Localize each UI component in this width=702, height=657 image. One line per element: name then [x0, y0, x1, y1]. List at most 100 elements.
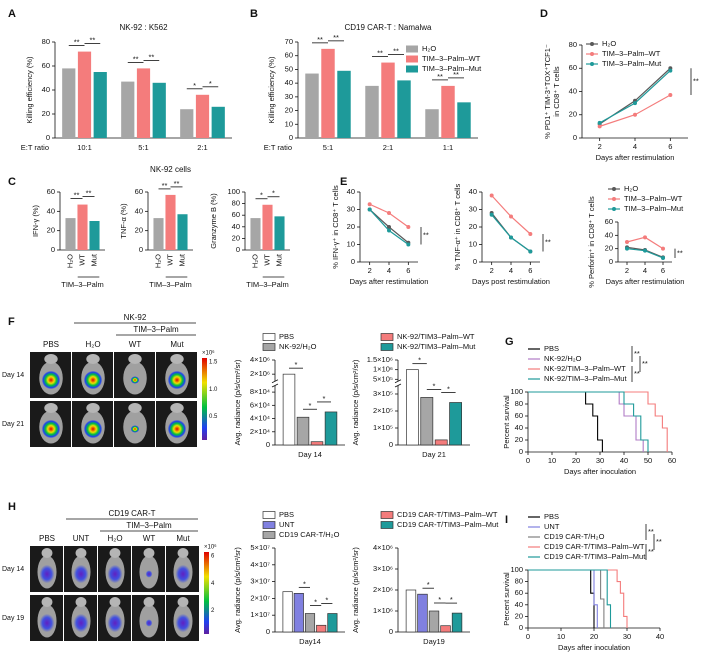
point	[387, 225, 391, 229]
significance-label: **	[377, 49, 383, 58]
column-label: Mut	[176, 534, 190, 543]
x-tick-label: 5:1	[323, 143, 333, 152]
y-tick-label: 40	[135, 206, 143, 215]
signal	[175, 564, 191, 584]
x-tick-label: 2	[598, 142, 602, 151]
mouse-head	[44, 403, 58, 413]
y-tick-label: 80	[42, 37, 50, 46]
significance-label: *	[438, 595, 441, 604]
y-tick-label: 1×10⁶	[373, 606, 393, 615]
y-tick-label: 2×10⁴	[250, 427, 270, 436]
legend-swatch	[406, 55, 418, 63]
colorbar-tick-label: 0.5	[209, 414, 218, 420]
line	[491, 212, 531, 252]
legend-swatch	[262, 521, 276, 529]
survival-curve	[528, 569, 628, 628]
point	[367, 207, 372, 212]
point	[367, 202, 372, 207]
axis-break	[394, 383, 402, 388]
bar	[406, 369, 419, 446]
signal	[107, 564, 123, 584]
x-tick-label: 10	[548, 456, 556, 465]
point	[625, 246, 629, 251]
y-tick-label: 2×10⁶	[250, 369, 270, 378]
bar	[89, 221, 100, 250]
bar	[77, 204, 88, 250]
bar	[457, 102, 471, 138]
legend-label: UNT	[279, 520, 295, 529]
mouse-head	[109, 597, 121, 607]
chart-title: NK-92 : K562	[119, 23, 168, 32]
mouse-head	[109, 548, 121, 558]
bar	[93, 72, 107, 138]
legend-label: NK-92/H₂O	[544, 354, 582, 363]
y-tick-label: 60	[135, 187, 143, 196]
x-tick-label: 2	[368, 266, 372, 275]
y-tick-label: 8×10⁴	[250, 387, 270, 396]
y-axis-label: Avg. radiance (p/s/cm²/sr)	[233, 547, 242, 633]
significance-label: **	[642, 359, 648, 368]
axis-break	[394, 379, 402, 384]
point	[387, 228, 391, 233]
significance-label: *	[303, 579, 306, 588]
y-tick-label: 70	[285, 37, 293, 46]
y-tick-label: 10	[285, 119, 293, 128]
x-tick-label: WT	[262, 254, 271, 266]
x-tick-label: 10:1	[77, 143, 92, 152]
y-tick-label: 1×10⁵	[373, 423, 393, 432]
legend-label: PBS	[279, 332, 294, 341]
significance-label: *	[272, 189, 275, 198]
y-tick-label: 100	[510, 565, 523, 574]
mouse-head	[86, 403, 100, 413]
y-tick-label: 0	[46, 133, 50, 142]
legend-label: NK-92/TIM3–Palm–WT	[397, 332, 475, 341]
y-axis-label: Killing efficiency (%)	[267, 56, 276, 123]
bar	[316, 624, 327, 633]
signal	[39, 564, 55, 584]
point	[406, 242, 411, 247]
y-axis-label: Percent survival	[502, 395, 511, 449]
y-axis-label: % IFN-γ⁺ in CD8⁺ T cells	[331, 185, 340, 269]
point	[528, 249, 533, 254]
legend-label: CD19 CAR-T/TIM3–Palm–Mut	[397, 520, 499, 529]
x-group-label: TIM–3–Palm	[61, 280, 104, 289]
panel-label: C	[8, 176, 16, 188]
y-tick-label: 0	[289, 133, 293, 142]
y-tick-label: 0	[389, 440, 393, 449]
significance-label: **	[453, 70, 459, 79]
significance-label: **	[648, 527, 654, 536]
signal	[41, 370, 61, 390]
y-tick-label: 80	[515, 577, 523, 586]
significance-label: *	[260, 191, 263, 200]
legend-swatch	[612, 207, 616, 211]
significance-label: *	[295, 360, 298, 369]
x-tick-label: 6	[406, 266, 410, 275]
chart-title: CD19 CAR-T : Namalwa	[345, 23, 433, 32]
x-tick-label: 0	[526, 632, 530, 641]
legend-label: CD19 CAR-T/H₂O	[544, 532, 605, 541]
y-tick-label: 50	[285, 64, 293, 73]
bar	[152, 82, 166, 138]
point	[597, 120, 602, 125]
mouse-head	[177, 548, 189, 558]
bar	[274, 216, 285, 250]
x-tick-label: 2:1	[197, 143, 207, 152]
y-tick-label: 1×10⁷	[250, 610, 270, 619]
mouse-head	[128, 403, 142, 413]
y-tick-label: 0	[519, 623, 523, 632]
bar	[327, 613, 338, 633]
colorbar-tick-label: 6	[211, 554, 215, 560]
significance-label: *	[209, 79, 212, 88]
bar	[304, 613, 316, 633]
significance-label: *	[309, 401, 312, 410]
legend-swatch	[380, 521, 394, 529]
bar	[293, 593, 304, 633]
bar	[365, 85, 379, 138]
significance-label: *	[447, 384, 450, 393]
legend-label: NK-92/TIM–3–Palm–Mut	[544, 374, 627, 383]
y-tick-label: 0	[389, 627, 393, 636]
legend-swatch	[590, 42, 594, 46]
x-tick-label: 20	[590, 632, 598, 641]
y-tick-label: 4×10⁴	[250, 414, 270, 423]
